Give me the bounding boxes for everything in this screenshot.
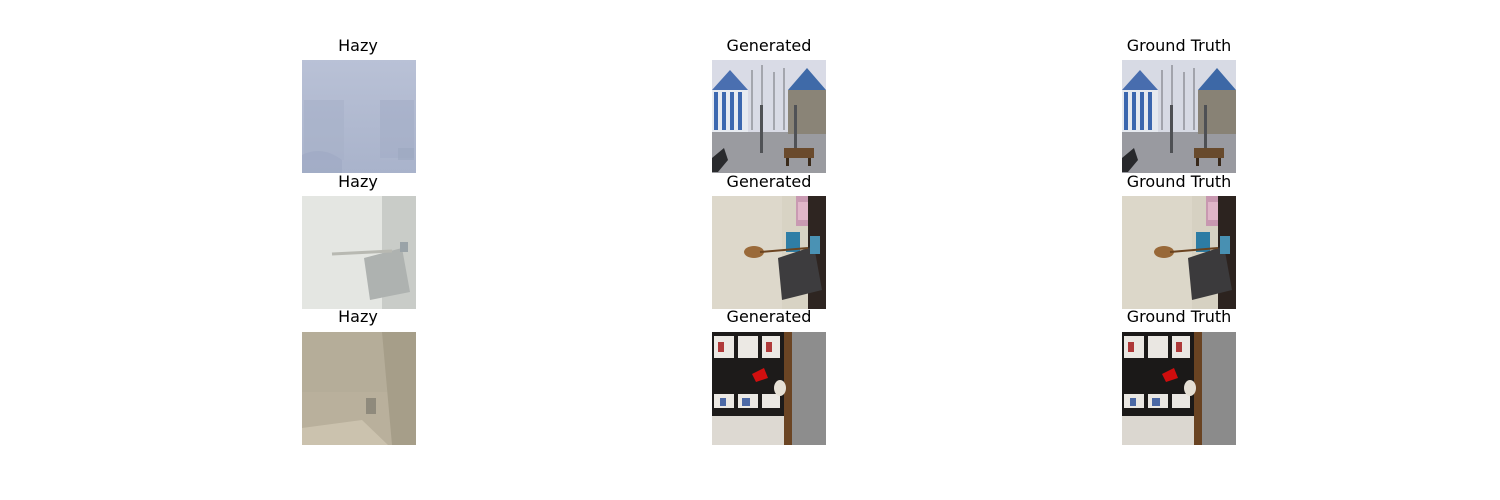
- panel-title-hazy-row1: Hazy: [338, 36, 378, 55]
- image-generated-room-guitar: [712, 196, 826, 309]
- panel-title-ground-truth-row1: Ground Truth: [1126, 36, 1232, 55]
- image-generated-park: [712, 60, 826, 173]
- panel-title-ground-truth-row2: Ground Truth: [1126, 172, 1232, 191]
- image-ground-truth-park: [1122, 60, 1236, 173]
- image-ground-truth-shelf: [1122, 332, 1236, 445]
- image-hazy-room-guitar: [302, 196, 416, 309]
- panel-title-generated-row2: Generated: [726, 172, 812, 191]
- image-ground-truth-room-guitar: [1122, 196, 1236, 309]
- image-hazy-park: [302, 60, 416, 173]
- image-hazy-shelf: [302, 332, 416, 445]
- panel-title-generated-row1: Generated: [726, 36, 812, 55]
- panel-title-hazy-row3: Hazy: [338, 307, 378, 326]
- image-generated-shelf: [712, 332, 826, 445]
- panel-title-generated-row3: Generated: [726, 307, 812, 326]
- panel-title-ground-truth-row3: Ground Truth: [1126, 307, 1232, 326]
- panel-title-hazy-row2: Hazy: [338, 172, 378, 191]
